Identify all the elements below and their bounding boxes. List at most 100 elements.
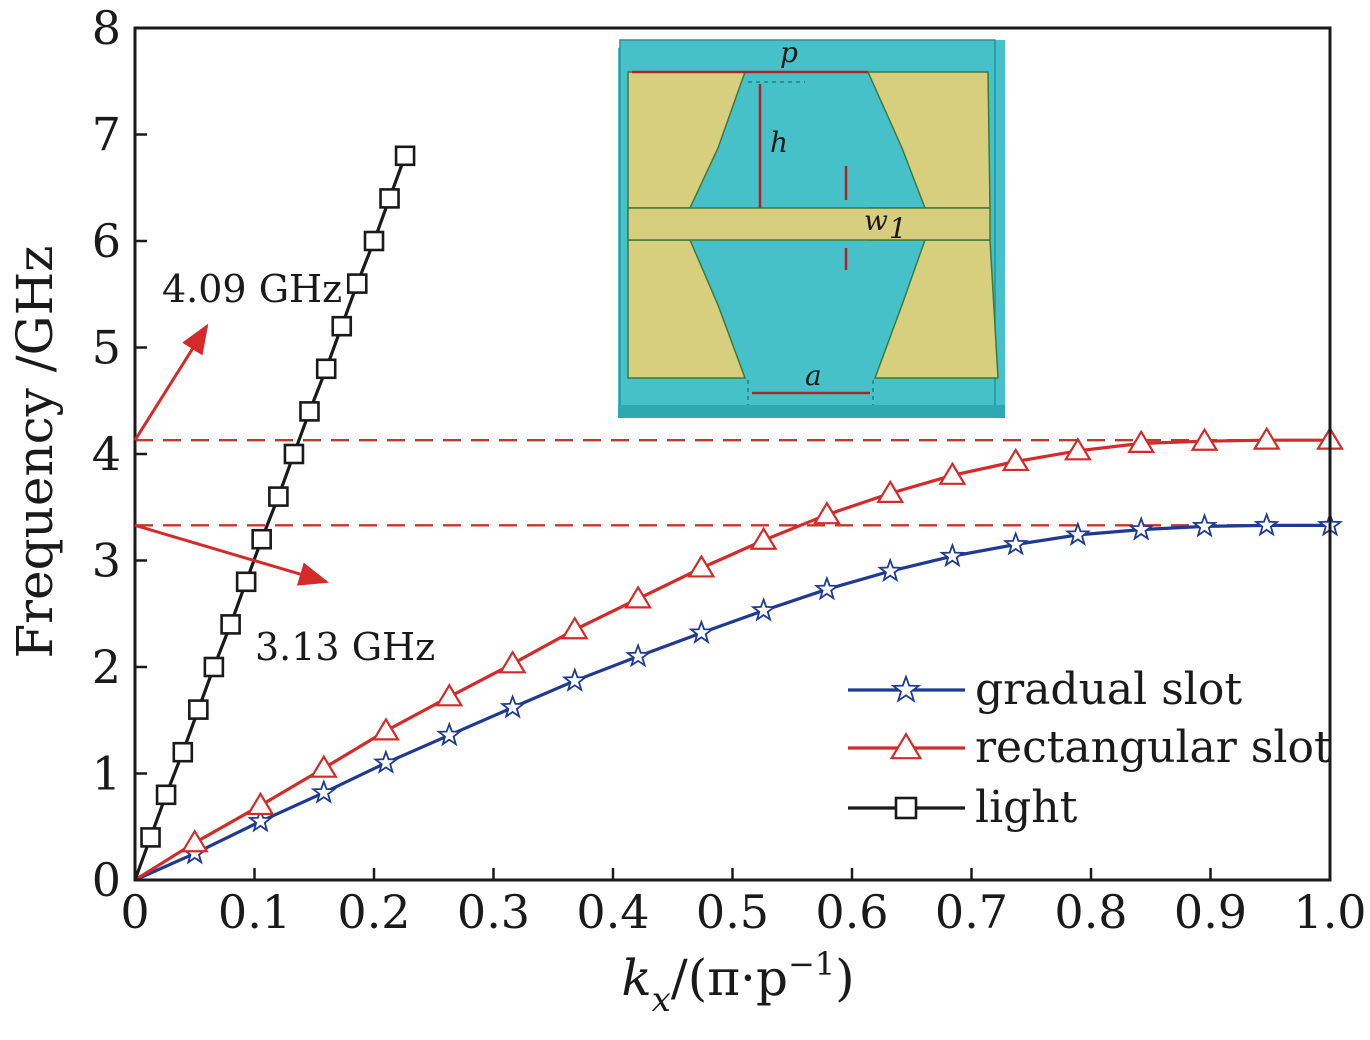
point-light-15 — [363, 230, 385, 252]
y-axis-title: Frequency /GHz — [6, 245, 64, 658]
point-light-4 — [188, 699, 209, 720]
x-tick-label-1: 0.1 — [218, 885, 291, 939]
point-gradual-slot-16 — [1128, 515, 1155, 541]
series-gradual-slot — [134, 511, 1344, 882]
annotation-arrow-1 — [133, 323, 209, 441]
annotation-label-2: 3.13 GHz — [255, 625, 435, 669]
point-gradual-slot-12 — [877, 557, 904, 583]
point-rectangular-slot-10 — [749, 526, 778, 550]
y-tick-label-5: 5 — [92, 321, 121, 375]
y-tick-label-4: 4 — [92, 427, 121, 481]
point-rectangular-slot-14 — [1001, 447, 1030, 472]
annotation-arrow-2 — [134, 523, 330, 586]
point-gradual-slot-10 — [750, 596, 777, 622]
point-light-2 — [155, 784, 177, 806]
x-tick-label-0: 0 — [120, 885, 149, 939]
point-gradual-slot-15 — [1064, 521, 1091, 546]
legend-label-rectangular-slot: rectangular slot — [975, 722, 1332, 773]
point-light-13 — [331, 315, 353, 337]
x-tick-label-10: 1.0 — [1293, 885, 1366, 939]
x-tick-label-7: 0.7 — [935, 885, 1008, 939]
point-light-14 — [346, 273, 368, 294]
unit-cell-inset: p h w 1 a — [618, 36, 1005, 418]
point-rectangular-slot-13 — [938, 461, 967, 485]
point-gradual-slot-6 — [499, 693, 526, 719]
point-gradual-slot-3 — [310, 779, 337, 804]
point-light-7 — [235, 571, 257, 593]
point-gradual-slot-5 — [436, 721, 463, 747]
inset-label-a: a — [805, 359, 822, 392]
y-tick-label-1: 1 — [92, 747, 121, 801]
annotation-label-1: 4.09 GHz — [162, 267, 342, 311]
legend-marker-light — [894, 796, 918, 820]
x-axis-title-main: k — [621, 949, 651, 1007]
point-rectangular-slot-15 — [1063, 437, 1092, 461]
x-axis-title-close: ) — [835, 949, 855, 1007]
point-gradual-slot-9 — [688, 619, 715, 644]
legend-label-light: light — [975, 782, 1078, 833]
annotations: 4.09 GHz 3.13 GHz — [133, 267, 435, 669]
x-tick-label-8: 0.8 — [1054, 885, 1127, 939]
legend-marker-rectangular-slot — [889, 732, 923, 760]
point-light-10 — [283, 443, 305, 465]
inset-label-w: w — [864, 204, 888, 237]
series-line-rectangular-slot — [134, 438, 1330, 882]
x-tick-label-5: 0.5 — [696, 885, 769, 939]
point-gradual-slot-13 — [939, 542, 966, 568]
point-rectangular-slot-12 — [876, 479, 905, 504]
x-tick-label-3: 0.3 — [457, 885, 530, 939]
x-tick-label-4: 0.4 — [576, 885, 649, 939]
point-rectangular-slot-7 — [560, 616, 589, 640]
point-rectangular-slot-6 — [498, 650, 527, 674]
point-gradual-slot-11 — [813, 575, 840, 601]
point-light-12 — [315, 358, 337, 380]
point-rectangular-slot-18 — [1252, 426, 1281, 450]
x-axis-title: kx/(π·p−1) — [621, 945, 854, 1020]
point-gradual-slot-4 — [372, 749, 399, 774]
x-axis-title-rest: /(π·p — [671, 949, 788, 1007]
x-axis-title-sub: x — [652, 980, 671, 1020]
axis-ticks: 0 0.1 0.2 0.3 0.4 0.5 0.6 0.7 0.8 0.9 1.0 0 1 2 3 4 5 6 7 8 — [92, 1, 1367, 939]
point-light-9 — [268, 486, 289, 507]
y-tick-label-6: 6 — [92, 214, 121, 268]
series-rectangular-slot — [134, 426, 1344, 882]
point-light-16 — [379, 188, 400, 209]
point-light-3 — [172, 741, 194, 763]
point-rectangular-slot-3 — [309, 754, 338, 778]
y-tick-label-8: 8 — [92, 1, 121, 55]
point-rectangular-slot-1 — [180, 829, 209, 853]
point-gradual-slot-7 — [561, 667, 588, 692]
point-light-1 — [140, 827, 161, 848]
legend: gradual slot rectangular slot light — [848, 664, 1332, 833]
point-gradual-slot-2 — [247, 807, 274, 833]
point-rectangular-slot-9 — [687, 554, 716, 578]
y-tick-label-2: 2 — [92, 640, 121, 694]
legend-marker-gradual-slot — [890, 674, 922, 703]
point-light-8 — [251, 528, 272, 550]
y-tick-label-7: 7 — [92, 108, 121, 162]
y-tick-label-3: 3 — [92, 534, 121, 588]
inset-label-w-sub: 1 — [889, 212, 907, 245]
inset-side-face — [618, 405, 1005, 418]
point-light-5 — [203, 656, 225, 678]
point-gradual-slot-17 — [1191, 512, 1218, 538]
inset-label-p: p — [780, 36, 798, 69]
x-tick-label-6: 0.6 — [815, 885, 888, 939]
point-rectangular-slot-5 — [435, 683, 464, 707]
series-group — [133, 145, 1344, 882]
x-tick-label-9: 0.9 — [1174, 885, 1247, 939]
series-light — [133, 145, 416, 881]
point-light-17 — [394, 145, 416, 167]
x-tick-label-2: 0.2 — [337, 885, 410, 939]
y-tick-label-0: 0 — [92, 853, 121, 907]
point-rectangular-slot-16 — [1127, 429, 1156, 453]
point-light-6 — [220, 614, 241, 635]
inset-strip — [627, 207, 991, 241]
point-rectangular-slot-2 — [246, 791, 275, 816]
point-gradual-slot-14 — [1002, 530, 1029, 556]
legend-label-gradual-slot: gradual slot — [975, 664, 1242, 715]
point-rectangular-slot-8 — [624, 585, 653, 609]
point-gradual-slot-18 — [1253, 511, 1280, 537]
point-gradual-slot-8 — [625, 642, 652, 668]
